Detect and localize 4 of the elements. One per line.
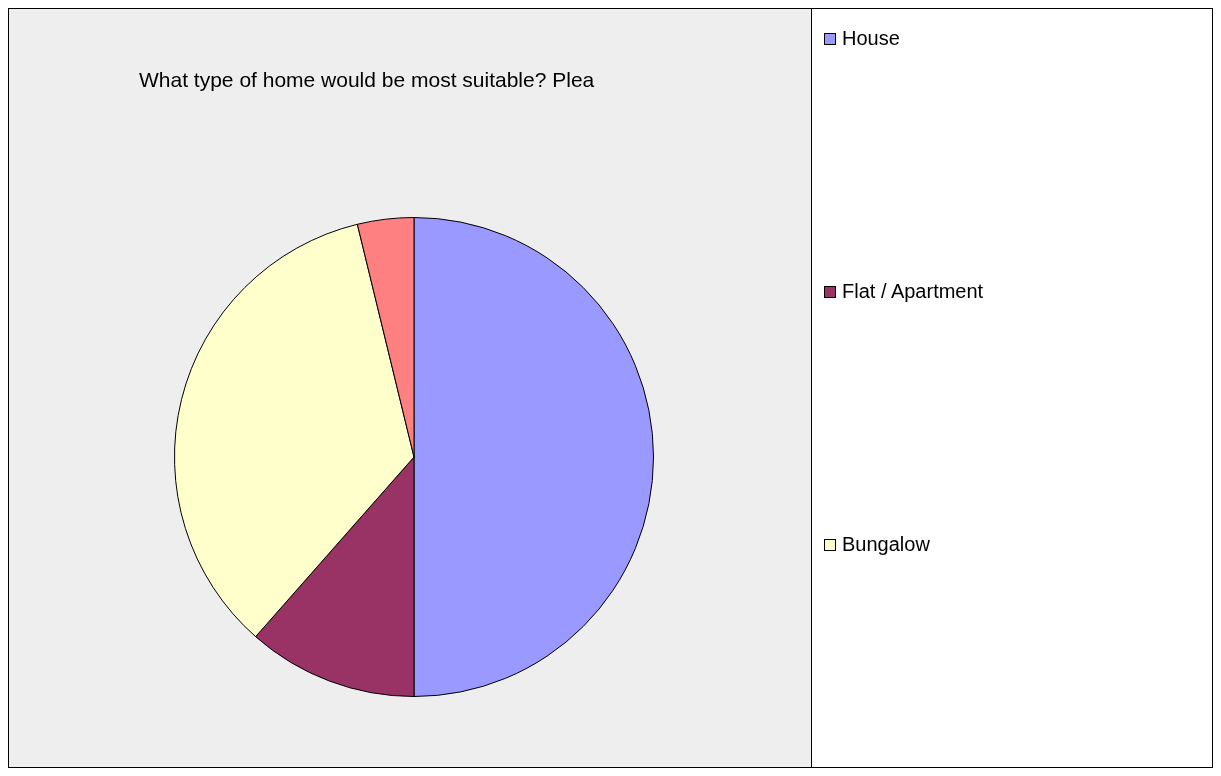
text: What type of home would be most suitable? Plea: [139, 67, 595, 91]
legend-label: Flat / Apartment: [842, 280, 984, 303]
legend-label: House: [842, 27, 900, 50]
legend-label: Bungalow: [842, 533, 930, 556]
